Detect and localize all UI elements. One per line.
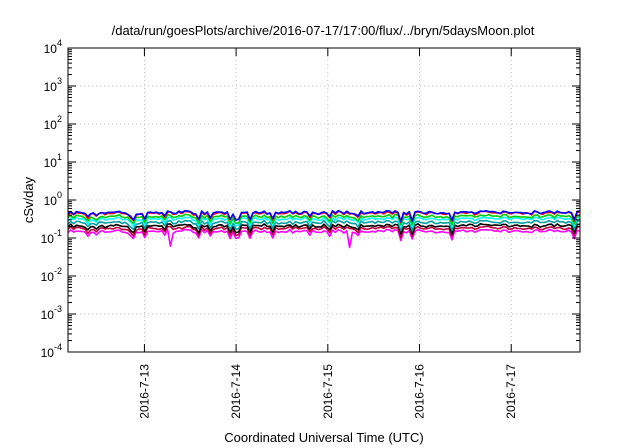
y-axis: 10-4 10-3 10-2 10-1 100 101 102 103 104 bbox=[41, 38, 580, 360]
x-tick-label: 2016-7-13 bbox=[137, 364, 151, 419]
y-tick-label: 101 bbox=[44, 152, 62, 170]
series-line bbox=[67, 209, 581, 223]
series-group bbox=[67, 209, 581, 249]
series-line bbox=[67, 213, 581, 226]
x-tick-label: 2016-7-14 bbox=[229, 364, 243, 419]
y-tick-label: 10-4 bbox=[41, 342, 62, 360]
x-tick-label: 2016-7-16 bbox=[413, 364, 427, 419]
x-axis-label: Coordinated Universal Time (UTC) bbox=[224, 430, 423, 445]
y-tick-label: 104 bbox=[44, 38, 62, 56]
series-line bbox=[67, 225, 581, 239]
chart-title: /data/run/goesPlots/archive/2016-07-17/1… bbox=[112, 23, 535, 38]
series-line bbox=[67, 216, 581, 229]
y-tick-label: 10-1 bbox=[41, 228, 62, 246]
grid bbox=[68, 48, 580, 352]
x-tick-label: 2016-7-15 bbox=[321, 364, 335, 419]
y-tick-label: 103 bbox=[44, 76, 62, 94]
y-tick-label: 10-2 bbox=[41, 266, 62, 284]
y-axis-label: cSv/day bbox=[21, 176, 36, 223]
y-tick-label: 10-3 bbox=[41, 304, 62, 322]
series-line bbox=[67, 219, 581, 232]
y-tick-label: 102 bbox=[44, 114, 62, 132]
y-tick-label: 100 bbox=[44, 190, 62, 208]
series-line bbox=[67, 223, 581, 236]
x-axis: 2016-7-13 2016-7-14 2016-7-15 2016-7-16 2016… bbox=[137, 48, 518, 419]
series-line bbox=[67, 228, 581, 249]
x-tick-label: 2016-7-17 bbox=[504, 364, 518, 419]
